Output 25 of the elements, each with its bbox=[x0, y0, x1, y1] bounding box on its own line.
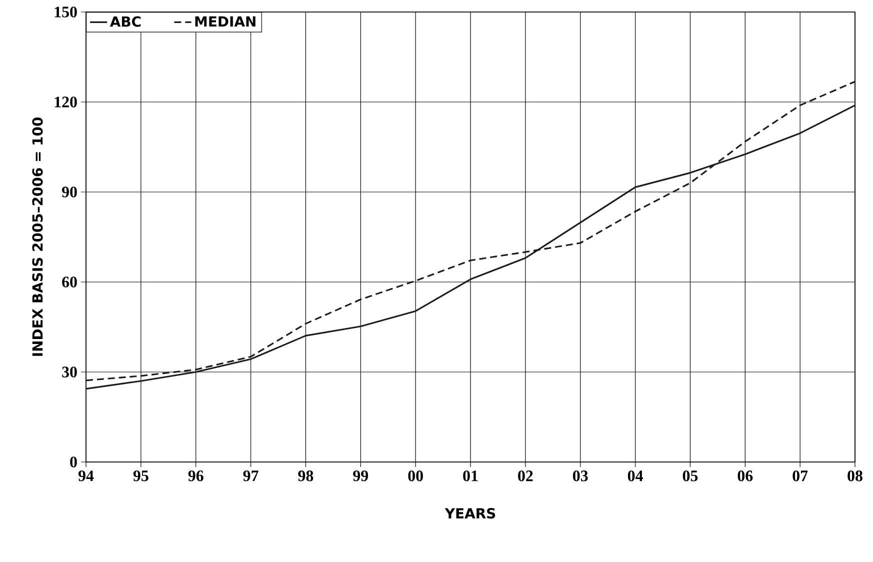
x-tick-label: 06 bbox=[738, 470, 753, 482]
x-tick-label: 08 bbox=[848, 470, 862, 482]
y-tick-label: 0 bbox=[70, 456, 77, 468]
y-tick-label: 150 bbox=[54, 6, 77, 18]
x-tick-label: 95 bbox=[133, 470, 148, 482]
x-tick-label: 02 bbox=[518, 470, 533, 482]
x-tick-label: 98 bbox=[298, 470, 314, 482]
y-axis-title: INDEX BASIS 2005–2006 = 100 bbox=[32, 118, 43, 356]
legend-label: ABC bbox=[110, 16, 141, 27]
y-tick-label: 90 bbox=[62, 186, 77, 198]
y-tick-label: 120 bbox=[54, 96, 77, 108]
x-tick-label: 07 bbox=[792, 470, 808, 482]
legend-label: MEDIAN bbox=[195, 16, 256, 27]
y-tick-label: 30 bbox=[62, 366, 77, 378]
x-tick-label: 01 bbox=[463, 470, 478, 482]
x-tick-label: 96 bbox=[188, 470, 204, 482]
x-tick-label: 94 bbox=[78, 470, 94, 482]
x-axis-title: YEARS bbox=[444, 508, 496, 519]
x-tick-label: 05 bbox=[682, 470, 698, 482]
x-tick-label: 97 bbox=[243, 470, 258, 482]
x-tick-label: 00 bbox=[408, 470, 423, 482]
x-tick-label: 04 bbox=[628, 470, 643, 482]
x-tick-label: 03 bbox=[573, 470, 588, 482]
y-tick-label: 60 bbox=[62, 276, 77, 288]
x-tick-label: 99 bbox=[353, 470, 368, 482]
